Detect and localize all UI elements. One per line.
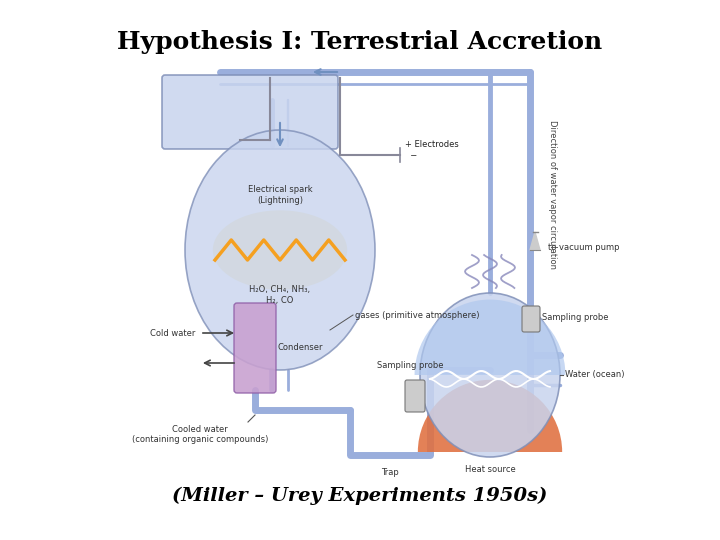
Ellipse shape bbox=[420, 293, 560, 457]
FancyBboxPatch shape bbox=[405, 380, 425, 412]
Text: to vacuum pump: to vacuum pump bbox=[548, 244, 619, 253]
Text: + Electrodes
  −: + Electrodes − bbox=[405, 140, 459, 160]
Text: Direction of water vapor circulation: Direction of water vapor circulation bbox=[548, 120, 557, 269]
Text: Hypothesis I: Terrestrial Accretion: Hypothesis I: Terrestrial Accretion bbox=[117, 30, 603, 54]
Text: Electrical spark
(Lightning): Electrical spark (Lightning) bbox=[248, 185, 312, 205]
Text: Heat source: Heat source bbox=[464, 465, 516, 474]
Text: (Miller – Urey Experiments 1950s): (Miller – Urey Experiments 1950s) bbox=[172, 487, 548, 505]
Text: Trap: Trap bbox=[381, 468, 399, 477]
Text: gases (primitive atmosphere): gases (primitive atmosphere) bbox=[355, 310, 480, 320]
Polygon shape bbox=[530, 232, 540, 250]
Ellipse shape bbox=[214, 211, 346, 289]
Text: Condenser: Condenser bbox=[277, 343, 323, 353]
Text: H₂O, CH₄, NH₃,
H₂, CO: H₂O, CH₄, NH₃, H₂, CO bbox=[249, 285, 310, 305]
Text: Sampling probe: Sampling probe bbox=[542, 314, 608, 322]
Wedge shape bbox=[418, 380, 562, 452]
FancyBboxPatch shape bbox=[162, 75, 338, 149]
Text: Cold water: Cold water bbox=[150, 328, 195, 338]
Text: Water (ocean): Water (ocean) bbox=[565, 370, 624, 380]
FancyBboxPatch shape bbox=[234, 303, 276, 393]
Text: Cooled water
(containing organic compounds): Cooled water (containing organic compoun… bbox=[132, 425, 268, 444]
Wedge shape bbox=[415, 300, 565, 375]
Ellipse shape bbox=[185, 130, 375, 370]
Text: Sampling probe: Sampling probe bbox=[377, 361, 444, 370]
FancyBboxPatch shape bbox=[522, 306, 540, 332]
